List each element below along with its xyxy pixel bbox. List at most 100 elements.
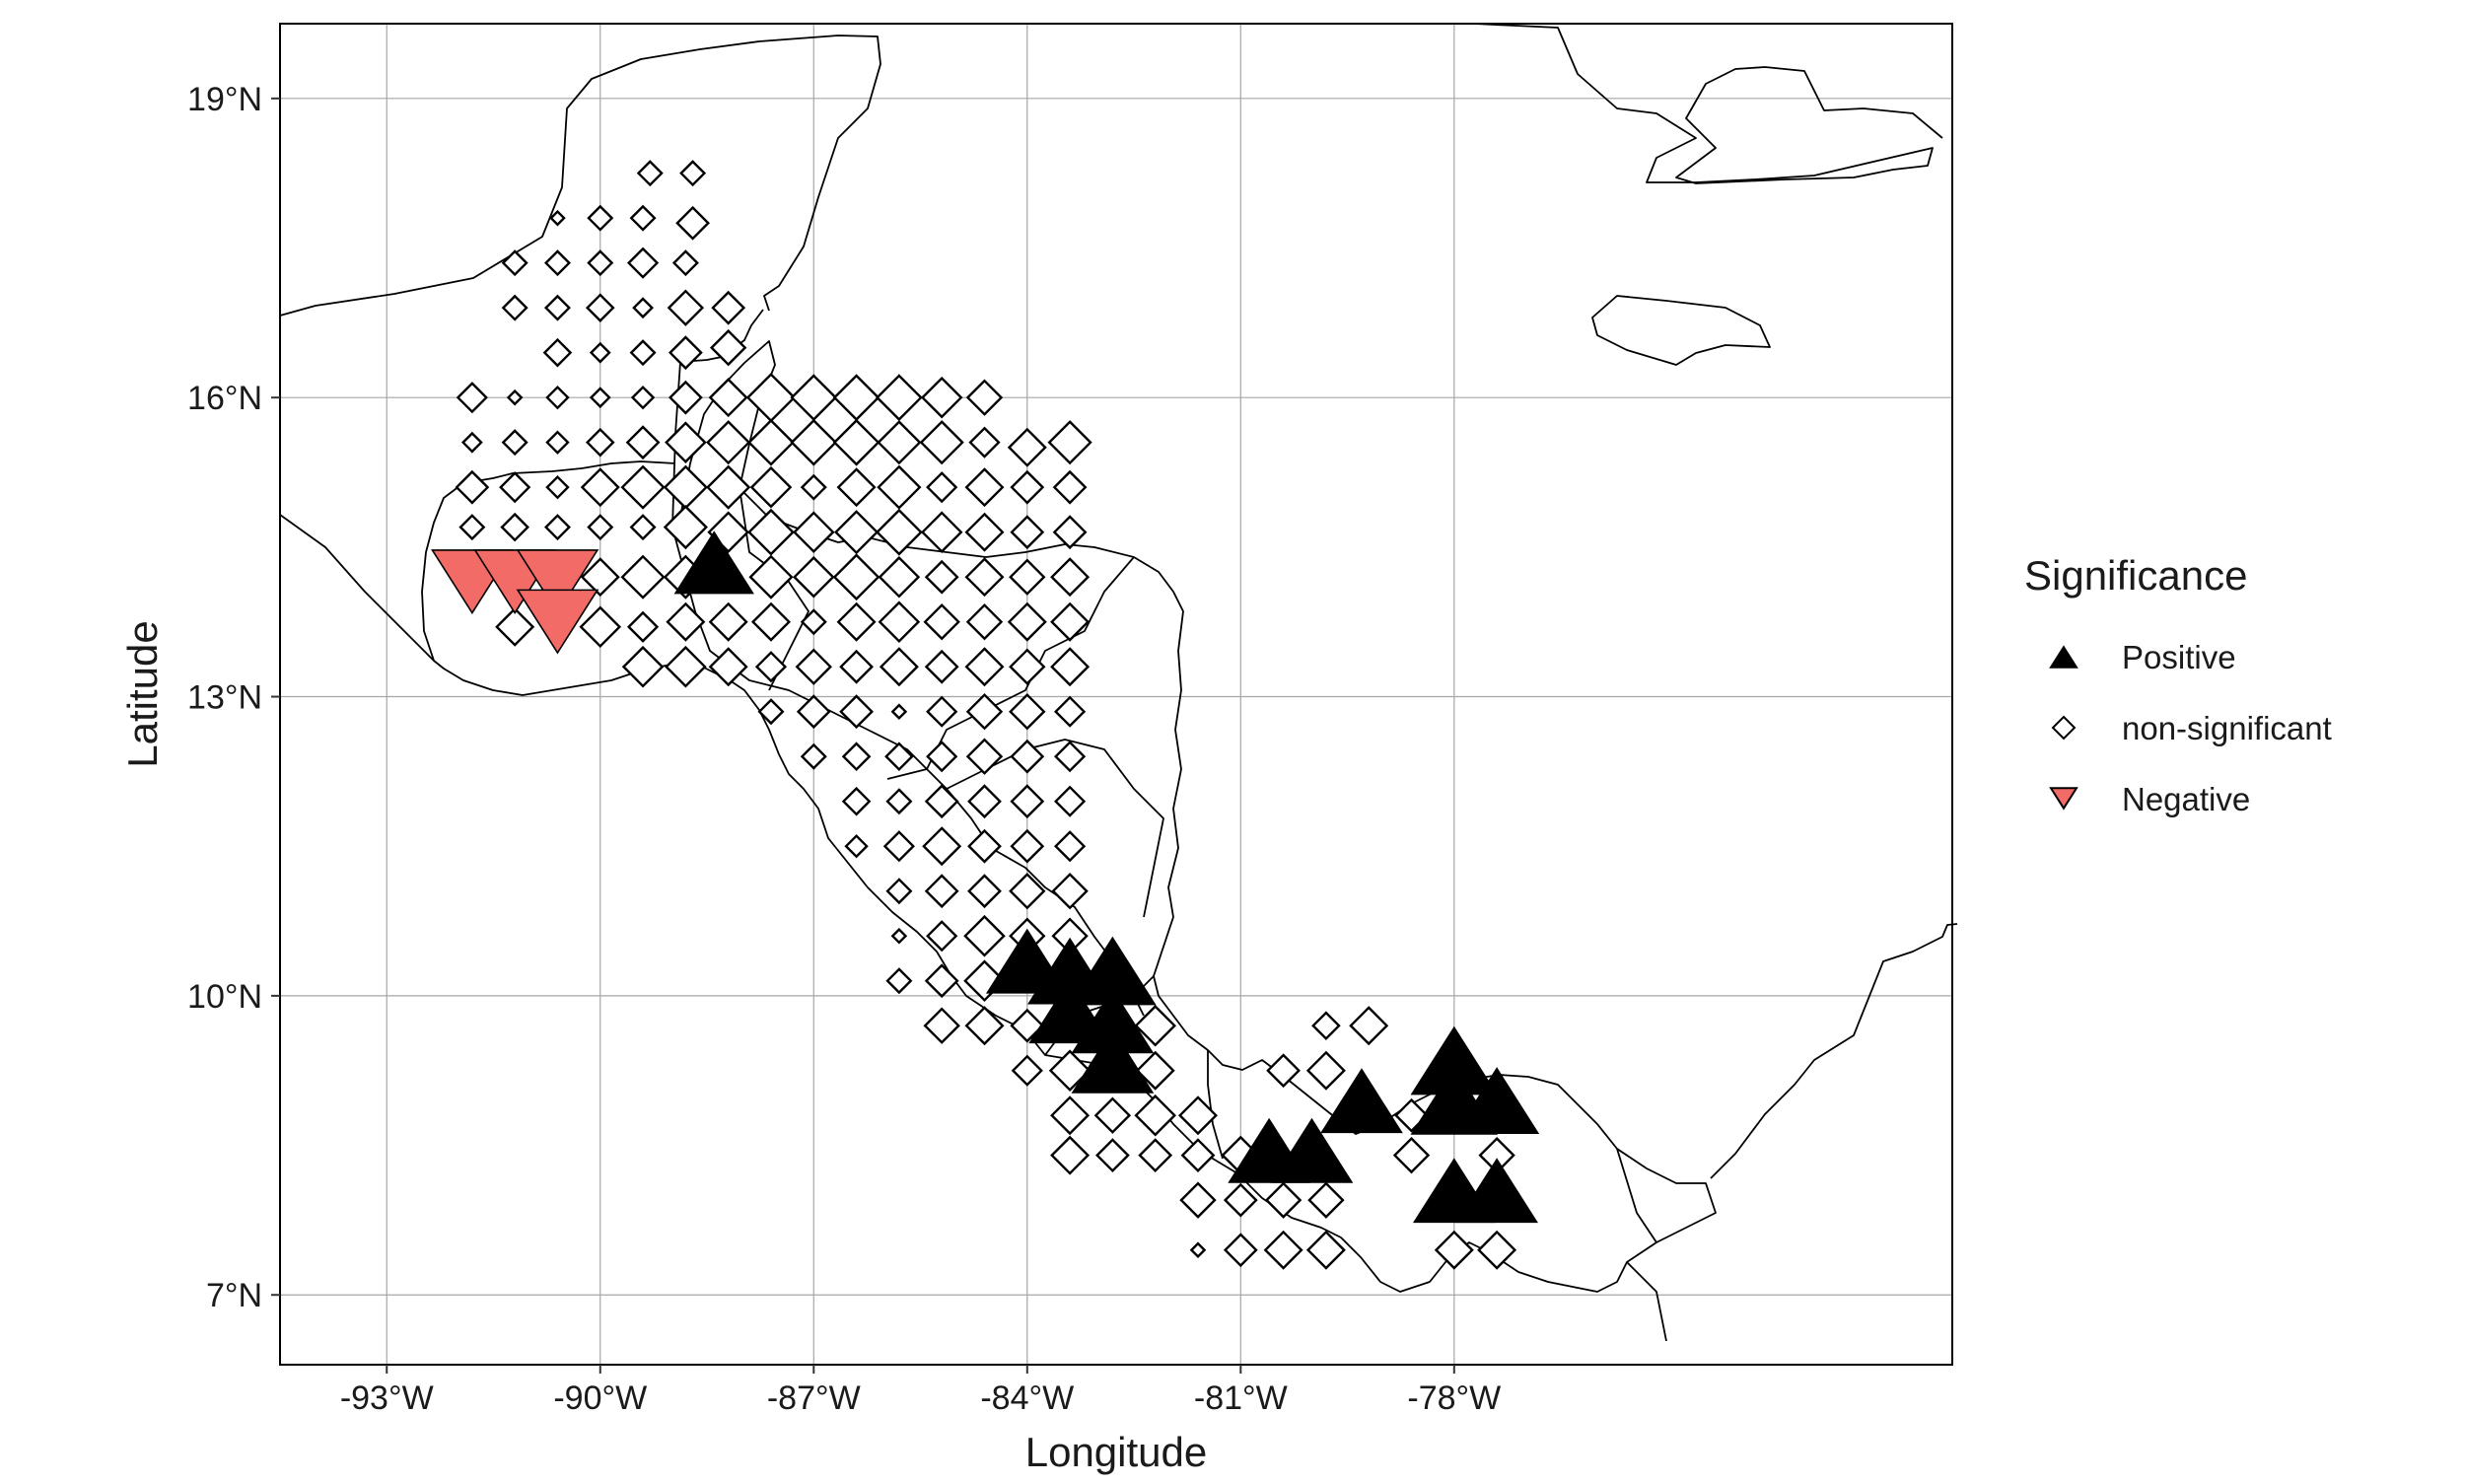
positive-points <box>673 530 1540 1224</box>
nonsignificant-point <box>545 474 570 500</box>
positive-point <box>1270 1117 1354 1183</box>
nonsignificant-point <box>965 602 1004 641</box>
nonsignificant-point <box>1305 1230 1346 1270</box>
nonsignificant-point <box>1053 741 1087 773</box>
positive-point <box>1320 1068 1403 1134</box>
nonsignificant-point <box>964 1006 1005 1046</box>
nonsignificant-point <box>543 294 571 321</box>
y-tick-label-4: 19°N <box>187 81 262 118</box>
nonsignificant-point <box>790 418 838 466</box>
nonsignificant-point <box>585 427 615 458</box>
nonsignificant-point <box>923 602 960 641</box>
nonsignificant-point <box>965 692 1004 731</box>
coastline-jamaica <box>1591 295 1771 366</box>
nonsignificant-point <box>1223 1182 1258 1218</box>
nonsignificant-point <box>792 511 835 553</box>
nonsignificant-point <box>964 512 1005 552</box>
nonsignificant-point <box>1307 1181 1345 1219</box>
nonsignificant-point <box>671 249 699 277</box>
nonsignificant-point <box>709 328 747 367</box>
nonsignificant-point <box>549 209 566 227</box>
nonsignificant-point <box>543 249 571 277</box>
nonsignificant-point <box>926 741 958 773</box>
nonsignificant-point <box>882 830 915 863</box>
nonsignificant-point <box>630 385 656 410</box>
nonsignificant-point <box>675 205 710 241</box>
nonsignificant-point <box>844 834 869 859</box>
nonsignificant-point <box>1093 1096 1132 1134</box>
nonsignificant-point <box>890 703 908 720</box>
nonsignificant-point <box>795 648 832 685</box>
nonsignificant-point <box>579 605 622 649</box>
nonsignificant-point <box>708 601 748 642</box>
positive-point <box>1455 1158 1538 1224</box>
nonsignificant-point <box>706 420 751 465</box>
nonsignificant-point <box>926 920 958 953</box>
nonsignificant-point <box>800 608 827 636</box>
nonsignificant-point <box>1011 1054 1043 1087</box>
panel-border <box>279 23 1953 1366</box>
nonsignificant-point <box>800 473 827 501</box>
nonsignificant-point <box>589 341 611 364</box>
nonsignificant-point <box>967 828 1002 864</box>
nonsignificant-point <box>1179 1181 1217 1219</box>
nonsignificant-point <box>1394 1097 1429 1133</box>
y-tick-label-2: 13°N <box>187 679 262 717</box>
nonsignificant-point <box>665 421 707 463</box>
nonsignificant-point <box>501 429 528 457</box>
nonsignificant-point <box>1305 1050 1346 1091</box>
nonsignificant-point <box>879 647 919 687</box>
nonsignificant-point <box>545 385 570 410</box>
nonsignificant-point <box>1052 469 1088 505</box>
nonsignificant-point <box>964 467 1005 508</box>
x-axis-ticks: -93°W -90°W -87°W -84°W -81°W -78°W <box>340 1365 1501 1417</box>
nonsignificant-point <box>747 418 795 466</box>
nonsignificant-point <box>757 698 785 726</box>
nonsignificant-point <box>455 469 490 505</box>
nonsignificant-point <box>1264 1181 1303 1219</box>
nonsignificant-point <box>1010 828 1045 864</box>
nonsignificant-point <box>636 160 664 187</box>
nonsignificant-point <box>924 963 959 999</box>
nonsignificant-point <box>965 379 1004 416</box>
nonsignificant-point <box>841 742 872 771</box>
legend-label-negative: Negative <box>2122 781 2250 817</box>
nonsignificant-point <box>587 204 614 232</box>
nonsignificant-point <box>923 1007 960 1044</box>
nonsignificant-point <box>1135 1050 1175 1091</box>
y-axis-ticks: 7°N 10°N 13°N 16°N 19°N <box>187 81 280 1314</box>
nonsignificant-point <box>626 247 660 279</box>
nonsignificant-point <box>621 645 665 688</box>
negative-points <box>431 549 599 655</box>
nonsignificant-point <box>967 874 1002 909</box>
nonsignificant-point <box>1180 1138 1216 1173</box>
x-tick-label-0: -93°W <box>340 1379 434 1417</box>
nonsignificant-point <box>919 420 964 465</box>
nonsignificant-point <box>1392 1136 1431 1174</box>
coastline-yucatan-gulf <box>279 35 881 317</box>
nonsignificant-point <box>750 601 791 642</box>
nonsignificant-point <box>495 606 535 647</box>
nonsignificant-point <box>1223 1233 1258 1268</box>
coastline-south-america <box>1710 923 1958 1179</box>
nonsignificant-point <box>884 742 914 771</box>
gridlines <box>280 24 1952 1365</box>
nonsignificant-point <box>679 160 707 187</box>
negative-point <box>516 549 599 615</box>
nonsignificant-point <box>458 514 486 541</box>
nonsignificant-point <box>665 645 707 688</box>
x-axis-title: Longitude <box>1025 1429 1208 1475</box>
nonsignificant-point <box>965 738 1004 775</box>
nonsignificant-point <box>1010 515 1045 550</box>
nonsignificant-point <box>632 297 654 319</box>
nonsignificant-point <box>920 511 963 553</box>
nonsignificant-point <box>885 967 913 995</box>
nonsignificant-point <box>543 514 571 541</box>
nonsignificant-point <box>747 508 795 556</box>
nonsignificant-point <box>707 511 749 553</box>
nonsignificant-point <box>792 555 835 599</box>
nonsignificant-point <box>926 695 958 728</box>
y-tick-label-0: 7°N <box>206 1277 262 1314</box>
nonsignificant-point <box>501 294 528 321</box>
